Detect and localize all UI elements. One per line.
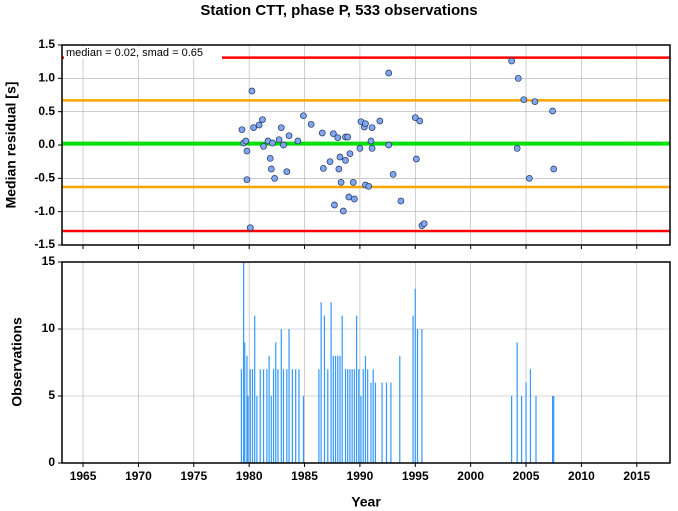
point	[351, 195, 358, 203]
point	[329, 130, 337, 138]
y-tick-label: 1.5	[38, 37, 55, 51]
point	[356, 144, 364, 152]
point	[238, 126, 246, 134]
point	[397, 197, 405, 205]
point	[267, 165, 275, 173]
plot-frame	[61, 44, 671, 246]
point	[508, 57, 515, 65]
point	[413, 155, 420, 163]
point	[331, 201, 338, 209]
point	[277, 124, 285, 132]
point	[334, 134, 342, 142]
y-axis-title: Median residual [s]	[3, 82, 19, 209]
point	[242, 137, 250, 145]
point	[346, 150, 354, 158]
y-tick-label: -1.0	[34, 204, 55, 218]
point	[349, 178, 357, 186]
y-tick-label: -0.5	[34, 171, 55, 185]
point	[385, 141, 393, 149]
point	[336, 153, 344, 161]
annotation-box	[64, 47, 222, 59]
x-axis-title: Year	[351, 494, 381, 510]
point	[335, 165, 343, 173]
point	[294, 137, 302, 145]
point	[520, 96, 528, 104]
point	[368, 144, 376, 152]
point	[250, 124, 257, 132]
point	[307, 120, 315, 128]
point	[243, 176, 251, 184]
point	[365, 182, 373, 190]
y-axis-title: Observations	[9, 317, 25, 407]
point	[549, 107, 556, 115]
point	[345, 193, 353, 201]
point	[514, 74, 522, 82]
point	[367, 137, 375, 145]
point	[271, 174, 278, 182]
point	[255, 121, 263, 129]
point	[243, 147, 251, 155]
plot-frame	[61, 261, 671, 464]
x-tick-label: 2015	[623, 469, 650, 483]
point	[513, 144, 521, 152]
point	[411, 114, 419, 122]
point	[285, 132, 293, 140]
x-tick-label: 1985	[291, 469, 318, 483]
point	[389, 170, 397, 178]
point	[416, 117, 424, 125]
point	[269, 139, 276, 147]
point	[342, 156, 349, 164]
point	[260, 142, 267, 150]
point	[337, 178, 345, 186]
y-tick-label: -1.5	[34, 237, 55, 251]
point	[280, 141, 287, 149]
x-tick-label: 2010	[568, 469, 595, 483]
x-tick-label: 2005	[513, 469, 540, 483]
point	[246, 224, 254, 232]
point	[376, 117, 384, 125]
y-tick-label: 10	[42, 321, 56, 335]
annotation: median = 0.02, smad = 0.65	[66, 47, 203, 59]
point	[526, 174, 533, 182]
point	[420, 220, 428, 228]
point	[259, 116, 266, 124]
x-tick-label: 1980	[236, 469, 263, 483]
x-tick-label: 2000	[457, 469, 484, 483]
y-tick-label: 5	[48, 388, 55, 402]
point	[339, 207, 347, 215]
point	[248, 87, 256, 95]
x-tick-label: 1990	[347, 469, 374, 483]
point	[550, 165, 558, 173]
point	[344, 133, 352, 141]
point	[531, 98, 539, 106]
x-tick-label: 1975	[180, 469, 207, 483]
y-tick-label: 0	[48, 455, 55, 469]
point	[318, 129, 326, 137]
y-tick-label: 1.0	[38, 71, 55, 85]
point	[368, 124, 376, 132]
point	[385, 69, 393, 77]
y-tick-label: 0.5	[38, 104, 55, 118]
x-tick-label: 1970	[125, 469, 152, 483]
y-tick-label: 15	[42, 254, 56, 268]
point	[266, 154, 274, 162]
x-tick-label: 1965	[70, 469, 97, 483]
point	[362, 120, 369, 128]
chart-title: Station CTT, phase P, 533 observations	[200, 2, 477, 19]
point	[275, 136, 283, 144]
y-tick-label: 0.0	[38, 137, 55, 151]
point	[326, 158, 334, 166]
point	[283, 168, 291, 176]
x-tick-label: 1995	[402, 469, 429, 483]
point	[320, 164, 327, 172]
point	[300, 112, 307, 120]
